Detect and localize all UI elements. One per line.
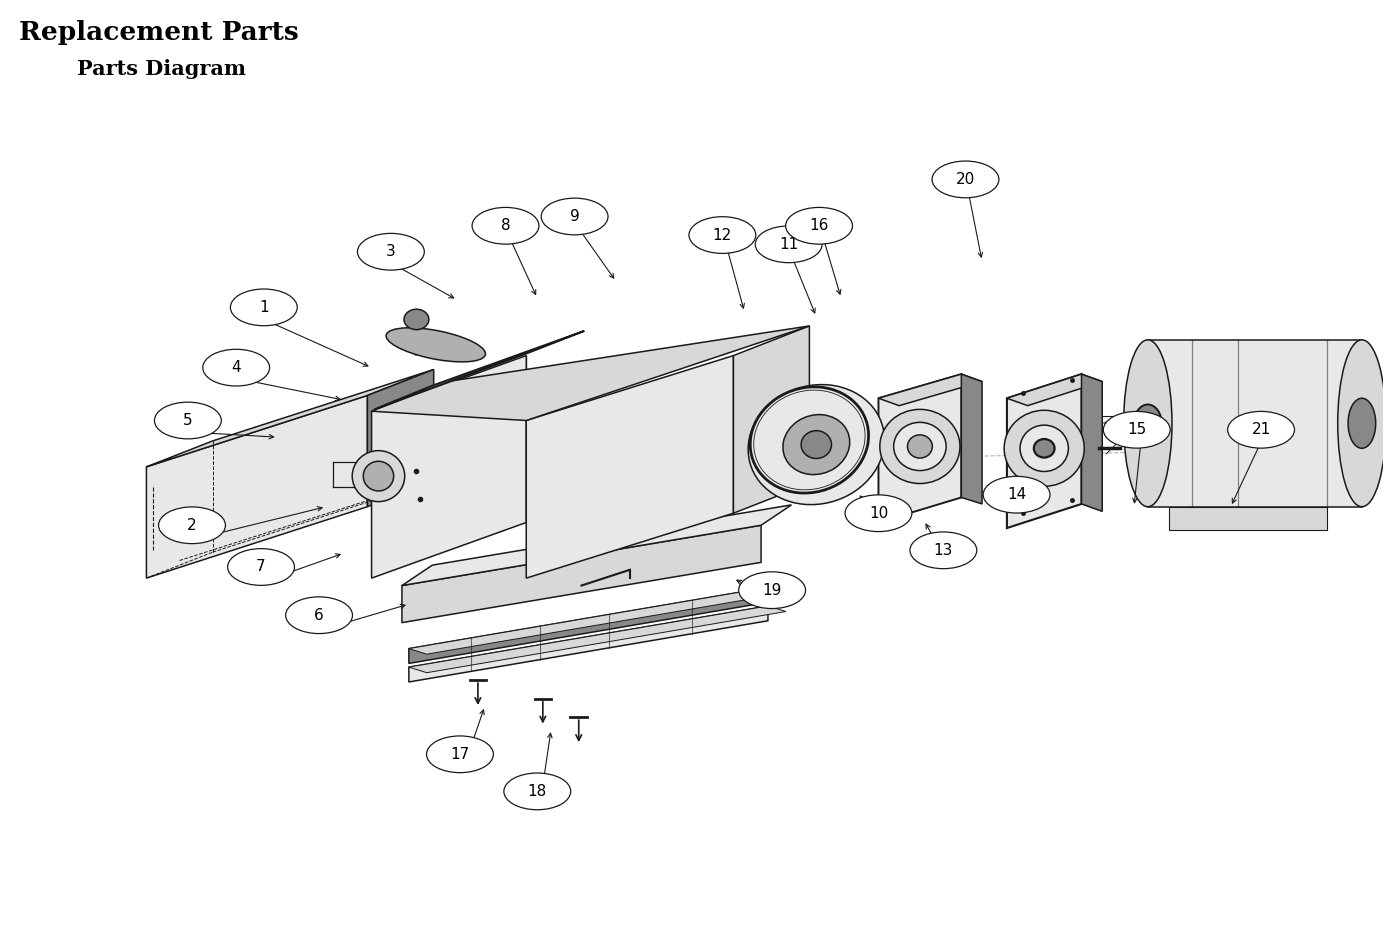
Text: 9: 9 [570,209,580,224]
Text: Replacement Parts: Replacement Parts [19,20,299,45]
Ellipse shape [386,327,486,362]
Ellipse shape [739,572,805,608]
Polygon shape [408,588,786,654]
Text: 6: 6 [314,607,324,623]
Text: 17: 17 [450,747,469,762]
Polygon shape [879,374,983,405]
Ellipse shape [1228,411,1294,448]
Ellipse shape [426,736,493,773]
Polygon shape [147,369,433,467]
Text: 20: 20 [956,172,976,187]
Ellipse shape [1133,405,1161,442]
Ellipse shape [1020,425,1068,472]
Ellipse shape [846,495,912,532]
Polygon shape [526,355,734,578]
Ellipse shape [159,507,226,544]
Ellipse shape [783,415,850,474]
Text: 21: 21 [1251,422,1271,437]
Ellipse shape [504,773,570,810]
Ellipse shape [230,289,298,326]
Ellipse shape [758,425,792,460]
Ellipse shape [689,217,756,253]
Polygon shape [401,505,792,586]
Ellipse shape [227,549,295,585]
Text: 1: 1 [259,299,268,315]
Polygon shape [367,369,433,507]
Ellipse shape [894,422,947,471]
Text: 15: 15 [1127,422,1146,437]
Ellipse shape [931,161,999,198]
Polygon shape [1081,374,1102,512]
Ellipse shape [285,597,353,633]
Text: 4: 4 [231,360,241,375]
Ellipse shape [1005,410,1084,486]
Text: 10: 10 [869,506,889,521]
Ellipse shape [472,207,538,245]
Polygon shape [408,606,786,672]
Polygon shape [962,374,983,504]
Polygon shape [408,588,768,663]
Ellipse shape [363,461,393,491]
Ellipse shape [749,385,884,505]
Ellipse shape [357,233,425,270]
Ellipse shape [1103,411,1171,448]
Text: 11: 11 [779,237,799,252]
Polygon shape [1168,507,1327,530]
Ellipse shape [1348,398,1376,448]
Ellipse shape [1034,439,1055,458]
Ellipse shape [909,532,977,568]
Ellipse shape [352,451,404,501]
Text: 19: 19 [763,583,782,598]
Text: 3: 3 [386,245,396,259]
Polygon shape [371,355,526,578]
Text: Parts Diagram: Parts Diagram [78,59,246,79]
Polygon shape [734,326,810,513]
Ellipse shape [1338,339,1384,507]
Ellipse shape [155,402,221,439]
Text: 5: 5 [183,413,192,428]
Text: 12: 12 [713,228,732,243]
Ellipse shape [756,226,822,262]
Text: 14: 14 [1008,487,1026,502]
Text: 13: 13 [934,543,954,558]
Polygon shape [1008,374,1081,528]
Text: 16: 16 [810,219,829,233]
Ellipse shape [203,350,270,386]
Polygon shape [374,331,584,409]
Ellipse shape [404,310,429,329]
Ellipse shape [1124,339,1172,507]
Polygon shape [1008,374,1102,405]
Polygon shape [371,326,810,420]
Ellipse shape [541,198,608,235]
Text: 18: 18 [527,784,547,799]
Polygon shape [408,606,768,682]
Ellipse shape [786,207,853,245]
Ellipse shape [801,431,832,458]
Text: 7: 7 [256,560,266,575]
Polygon shape [401,525,761,622]
Ellipse shape [880,409,960,484]
Ellipse shape [908,435,933,458]
Ellipse shape [983,476,1050,513]
Polygon shape [1147,339,1362,507]
Text: 8: 8 [501,219,511,233]
Polygon shape [879,374,962,523]
Text: 2: 2 [187,518,197,533]
Polygon shape [147,395,367,578]
